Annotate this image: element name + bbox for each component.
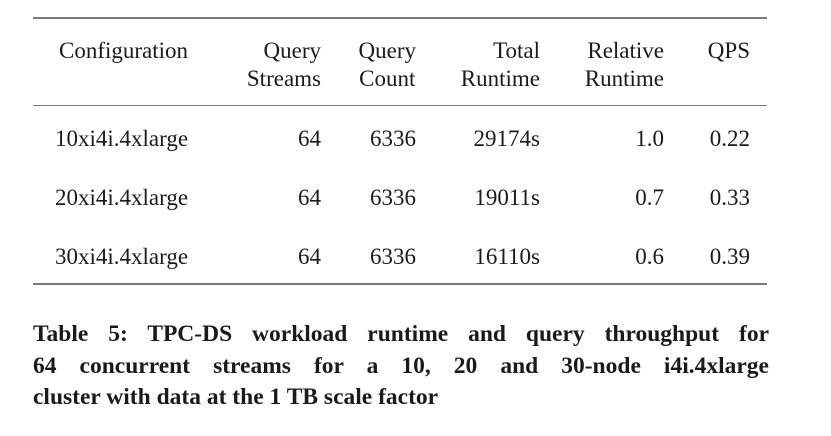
- caption-line: Table 5: TPC-DS workload runtime and que…: [33, 321, 769, 347]
- cell-relative-runtime: 0.6: [635, 244, 664, 269]
- header-configuration: Configuration: [59, 38, 189, 63]
- table-top-rule: [33, 17, 767, 19]
- cell-qps: 0.22: [709, 126, 750, 151]
- cell-configuration: 10xi4i.4xlarge: [55, 126, 189, 151]
- cell-query-count: 6336: [370, 244, 416, 269]
- cell-query-streams: 64: [298, 185, 321, 210]
- caption-line: 64 concurrent streams for a 10, 20 and 3…: [33, 352, 769, 379]
- cell-relative-runtime: 0.7: [635, 185, 664, 210]
- cell-relative-runtime: 1.0: [635, 126, 664, 151]
- cell-query-streams: 64: [298, 244, 321, 269]
- cell-total-runtime: 16110s: [474, 244, 540, 269]
- table-header-rule: [33, 105, 767, 107]
- header-qps: QPS: [707, 38, 750, 63]
- caption-line: cluster with data at the 1 TB scale fact…: [33, 384, 439, 410]
- cell-query-streams: 64: [298, 126, 321, 151]
- cell-total-runtime: 29174s: [473, 126, 540, 151]
- cell-qps: 0.33: [709, 185, 750, 210]
- header-relative-runtime: Relative Runtime: [584, 38, 664, 91]
- cell-qps: 0.39: [709, 244, 750, 269]
- cell-query-count: 6336: [370, 185, 416, 210]
- table-bottom-rule: [33, 283, 767, 285]
- table-caption: Table 5: TPC-DS workload runtime and que…: [33, 319, 769, 414]
- header-query-count: Query Count: [358, 38, 416, 91]
- cell-query-count: 6336: [370, 126, 416, 151]
- header-query-streams: Query Streams: [246, 38, 321, 91]
- cell-configuration: 20xi4i.4xlarge: [55, 185, 189, 210]
- cell-configuration: 30xi4i.4xlarge: [55, 244, 189, 269]
- header-total-runtime: Total Runtime: [460, 38, 540, 91]
- cell-total-runtime: 19011s: [474, 185, 540, 210]
